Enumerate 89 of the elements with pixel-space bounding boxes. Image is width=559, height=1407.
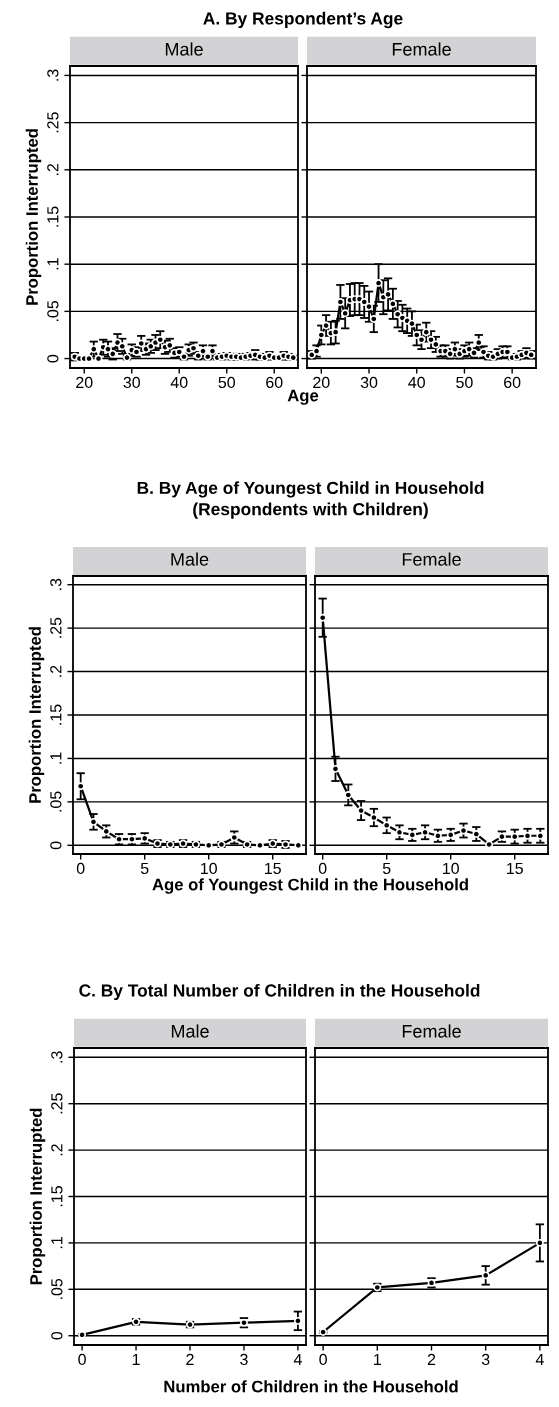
x-tick-label: 20	[76, 376, 93, 389]
x-tick-label: 10	[201, 862, 217, 875]
point	[360, 297, 369, 306]
x-tick-label: 2	[186, 1353, 194, 1365]
x-tick-label: 5	[382, 862, 391, 875]
y-tick-label: .05	[47, 300, 59, 322]
x-tick-label: 4	[535, 1353, 544, 1365]
point	[382, 821, 391, 830]
x-tick-label: 3	[481, 1353, 490, 1366]
chart-title: Male	[171, 552, 209, 566]
x-tick-label: 40	[408, 376, 425, 389]
point	[344, 790, 353, 799]
text: B. By Age of Youngest Child in Household (Respondents with Children)	[137, 481, 484, 519]
x-tick-label: 3	[240, 1353, 248, 1366]
point	[472, 830, 481, 838]
x-axis-title: Age	[287, 389, 319, 405]
point	[395, 828, 404, 837]
point	[293, 1316, 302, 1325]
y-tick-label: .15	[50, 704, 62, 725]
y-tick-label: 0	[51, 1331, 63, 1340]
point	[388, 299, 397, 308]
x-tick-label: 2	[427, 1353, 436, 1365]
x-tick-label: 50	[456, 376, 473, 389]
point	[407, 319, 416, 328]
x-axis-title: Age of Youngest Child in the Household	[152, 878, 468, 894]
point	[412, 331, 421, 339]
y-tick-label: .25	[50, 617, 62, 638]
x-tick-label: 0	[76, 862, 85, 875]
x-tick-label: 0	[319, 1353, 327, 1366]
y-tick-label: .05	[50, 791, 62, 812]
chart-title: Male	[171, 1024, 209, 1038]
point	[393, 310, 402, 319]
x-axis-title: Number of Children in the Household	[164, 1380, 458, 1393]
y-tick-label: .25	[51, 1093, 63, 1114]
point	[417, 335, 426, 344]
x-tick-label: 0	[78, 1353, 86, 1366]
x-tick-label: 50	[218, 376, 236, 389]
y-tick-label: .25	[47, 112, 59, 133]
x-tick-label: 1	[132, 1353, 140, 1365]
y-tick-label: .15	[47, 206, 59, 227]
point	[369, 813, 378, 822]
text: A. By Respondent’s Age	[203, 11, 403, 29]
y-axis-title: Proportion Interrupted	[29, 1108, 46, 1285]
y-tick-label: .1	[50, 752, 62, 764]
x-tick-label: 40	[170, 376, 188, 389]
x-tick-label: 10	[443, 862, 459, 875]
point	[481, 1271, 490, 1280]
point	[357, 806, 366, 815]
chart-title: Female	[402, 552, 461, 566]
y-tick-label: 0	[50, 841, 62, 850]
point	[427, 335, 436, 344]
x-tick-label: 15	[265, 862, 281, 875]
y-tick-label: .1	[51, 1237, 63, 1249]
point	[510, 832, 519, 841]
point	[341, 309, 350, 318]
x-tick-label: 1	[374, 1353, 381, 1365]
y-tick-label: .1	[47, 258, 59, 270]
chart-title: Female	[392, 42, 451, 56]
text: C. By Total Number of Children in the Household	[79, 983, 480, 1001]
point	[365, 302, 373, 311]
point	[421, 828, 430, 837]
x-tick-label: 0	[318, 862, 327, 875]
y-tick-label: .15	[51, 1186, 63, 1207]
x-tick-label: 5	[140, 862, 149, 875]
point	[322, 321, 331, 330]
x-tick-label: 60	[504, 376, 521, 389]
y-tick-label: .3	[47, 69, 59, 81]
point	[535, 1238, 544, 1247]
point	[431, 340, 440, 349]
x-tick-label: 4	[293, 1353, 302, 1365]
y-tick-label: .3	[51, 1051, 63, 1063]
x-tick-label: 30	[360, 376, 378, 389]
y-axis-title: Proportion Interrupted	[28, 627, 45, 803]
y-tick-label: .2	[47, 163, 59, 176]
x-tick-label: 60	[266, 376, 283, 389]
point	[523, 831, 532, 840]
x-tick-label: 20	[313, 376, 330, 389]
point	[459, 826, 468, 835]
chart-title: Female	[402, 1024, 461, 1038]
y-tick-label: .05	[51, 1278, 63, 1299]
y-axis-title: Proportion Interrupted	[25, 129, 42, 305]
chart-title: Male	[165, 42, 203, 56]
y-tick-label: .2	[50, 665, 62, 677]
x-tick-label: 15	[507, 862, 523, 875]
y-tick-label: 0	[47, 354, 59, 363]
x-tick-label: 30	[123, 376, 141, 389]
point	[422, 328, 431, 337]
y-tick-label: .2	[51, 1144, 63, 1156]
y-tick-label: .3	[50, 578, 62, 590]
